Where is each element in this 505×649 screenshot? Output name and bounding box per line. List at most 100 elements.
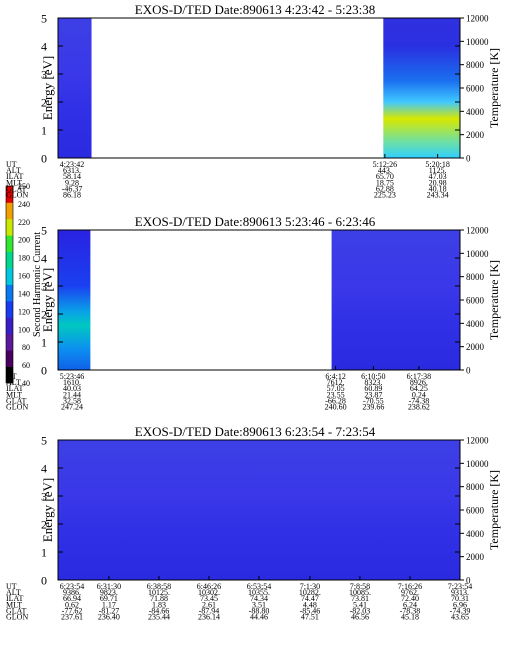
orbit-value: 47.51 (301, 613, 319, 622)
y-right-tick-label: 6000 (466, 296, 485, 306)
orbit-value: 74.47 (301, 594, 319, 603)
orbit-value: 6:38:58 (147, 582, 171, 591)
orbit-value: 6:53:54 (247, 582, 271, 591)
orbit-value: 238.62 (408, 403, 430, 412)
y-axis-right-label: Temperature [K] (487, 470, 501, 550)
colorbar-tick-label: 200 (18, 236, 30, 245)
y-right-tick-label: 0 (466, 366, 471, 376)
orbit-value: 0.62 (65, 600, 79, 609)
y-right-tick-label: 0 (466, 576, 471, 586)
row-label-glat: GLAT (6, 606, 27, 615)
orbit-value: 9386. (63, 588, 81, 597)
orbit-value: -77.62 (62, 606, 83, 615)
row-label-ut: UT (6, 372, 17, 381)
data-segment-1 (58, 230, 91, 370)
orbit-value: 6:10:50 (361, 372, 385, 381)
orbit-value: 236.40 (98, 613, 120, 622)
y-axis-label: Energy [eV] (40, 268, 55, 332)
y-right-tick-label: 6000 (466, 84, 485, 94)
orbit-value: 6:17:38 (407, 372, 431, 381)
row-label-alt: ALT (6, 166, 21, 175)
orbit-value: -81.27 (99, 606, 120, 615)
orbit-value: 32.58 (63, 396, 81, 405)
row-label-glon: GLON (6, 403, 28, 412)
orbit-value: 57.05 (327, 384, 345, 393)
y-axis-right-label: Temperature [K] (487, 260, 501, 340)
orbit-value: 9823. (100, 588, 118, 597)
colorbar-swatch (6, 235, 13, 253)
orbit-value: 9.28 (65, 178, 79, 187)
orbit-value: 3.51 (252, 600, 266, 609)
orbit-value: 45.18 (401, 613, 419, 622)
y-right-tick-label: 10000 (466, 249, 489, 259)
orbit-value: 23.55 (327, 390, 345, 399)
colorbar-swatch (6, 268, 13, 285)
orbit-value: 247.24 (61, 403, 83, 412)
y-tick-label: 3 (41, 68, 47, 82)
orbit-value: 43.65 (451, 613, 469, 622)
orbit-value: 239.66 (362, 403, 384, 412)
orbit-value: 7:1:30 (300, 582, 320, 591)
orbit-value: 40.03 (63, 384, 81, 393)
y-tick-label: 1 (41, 546, 47, 560)
orbit-value: 62.88 (376, 184, 394, 193)
data-segment-2 (331, 230, 460, 370)
panel-2: EXOS-D/TED Date:890613 5:23:46 - 6:23:46… (6, 214, 501, 412)
data-segment-1 (58, 18, 92, 158)
y-right-tick-label: 8000 (466, 272, 485, 282)
y-right-tick-label: 10000 (466, 459, 489, 469)
orbit-value: 47.03 (429, 172, 447, 181)
y-axis-right-label: Temperature [K] (487, 48, 501, 128)
orbit-value: 46.56 (351, 613, 369, 622)
orbit-value: -70.55 (363, 396, 384, 405)
orbit-value: 10085. (349, 588, 371, 597)
colorbar: 40 60 80 100 120 140 160 180 200 220 240 250 Second … (5, 182, 43, 388)
orbit-value: 66.94 (63, 594, 81, 603)
orbit-value: -82.03 (350, 606, 371, 615)
orbit-value: 7:23:54 (448, 582, 472, 591)
orbit-value: -78.38 (400, 606, 421, 615)
orbit-value: 10282. (299, 588, 321, 597)
orbit-value: 4.48 (303, 600, 317, 609)
y-tick-label: 2 (41, 308, 47, 322)
orbit-value: 8926. (410, 378, 428, 387)
orbit-value: 21.44 (63, 390, 81, 399)
row-label-ilat: ILAT (6, 384, 23, 393)
orbit-value: 7:8:58 (350, 582, 370, 591)
panel-title: EXOS-D/TED Date:890613 5:23:46 - 6:23:46 (135, 214, 376, 229)
row-label-ilat: ILAT (6, 172, 23, 181)
panel-title: EXOS-D/TED Date:890613 6:23:54 - 7:23:54 (135, 424, 376, 439)
row-label-alt: ALT (6, 588, 21, 597)
orbit-value: 5:12:26 (373, 160, 397, 169)
orbit-value: 74.34 (250, 594, 268, 603)
y-tick-label: 5 (41, 12, 47, 26)
colorbar-tick-label: 250 (18, 182, 30, 191)
orbit-value: 243.34 (427, 191, 449, 200)
y-right-tick-label: 8000 (466, 482, 485, 492)
row-label-ut: UT (6, 160, 17, 169)
orbit-value: 9313. (451, 588, 469, 597)
y-tick-label: 5 (41, 224, 47, 238)
y-right-tick-label: 12000 (466, 436, 489, 446)
orbit-value: 6313. (63, 166, 81, 175)
orbit-value: 6:23:54 (60, 582, 84, 591)
orbit-value: -88.80 (249, 606, 270, 615)
orbit-value: 6.96 (453, 600, 467, 609)
y-right-tick-label: 4000 (466, 319, 485, 329)
colorbar-tick-label: 140 (18, 289, 30, 298)
orbit-value: 10125. (148, 588, 170, 597)
y-tick-label: 3 (41, 280, 47, 294)
colorbar-tick-label: 40 (22, 379, 30, 388)
row-label-glon: GLON (6, 613, 28, 622)
y-tick-label: 4 (41, 40, 47, 54)
colorbar-swatch (6, 186, 13, 203)
orbit-value: 20.98 (429, 178, 447, 187)
y-right-tick-label: 2000 (466, 130, 485, 140)
orbit-value: 86.18 (63, 191, 81, 200)
orbit-value: 69.71 (100, 594, 118, 603)
orbit-value: 10355. (248, 588, 270, 597)
row-label-ut: UT (6, 582, 17, 591)
colorbar-frame (5, 185, 14, 384)
orbit-value: -74.38 (409, 396, 430, 405)
orbit-value: 44.46 (250, 613, 268, 622)
